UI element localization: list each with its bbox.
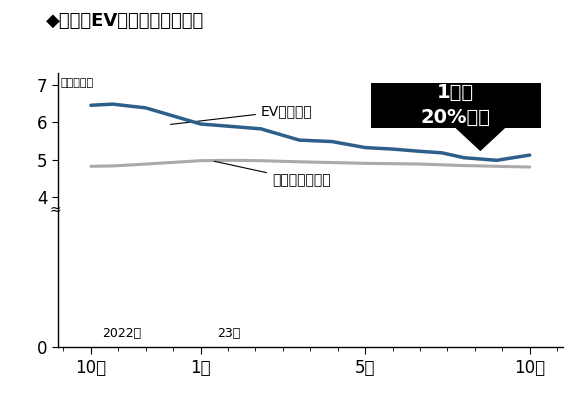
Text: 全体の平均価格: 全体の平均価格 xyxy=(214,161,331,187)
Text: ≈: ≈ xyxy=(50,203,61,217)
Text: （万ドル）: （万ドル） xyxy=(60,78,93,88)
Text: 23年: 23年 xyxy=(217,327,240,340)
Bar xyxy=(371,83,541,128)
Text: 1年で
20%下落: 1年で 20%下落 xyxy=(420,82,491,126)
Polygon shape xyxy=(456,128,505,150)
Text: 2022年: 2022年 xyxy=(102,327,141,340)
Text: ◆米国のEVの平均価格の推移: ◆米国のEVの平均価格の推移 xyxy=(46,12,205,30)
Text: EV平均価格: EV平均価格 xyxy=(171,104,313,124)
